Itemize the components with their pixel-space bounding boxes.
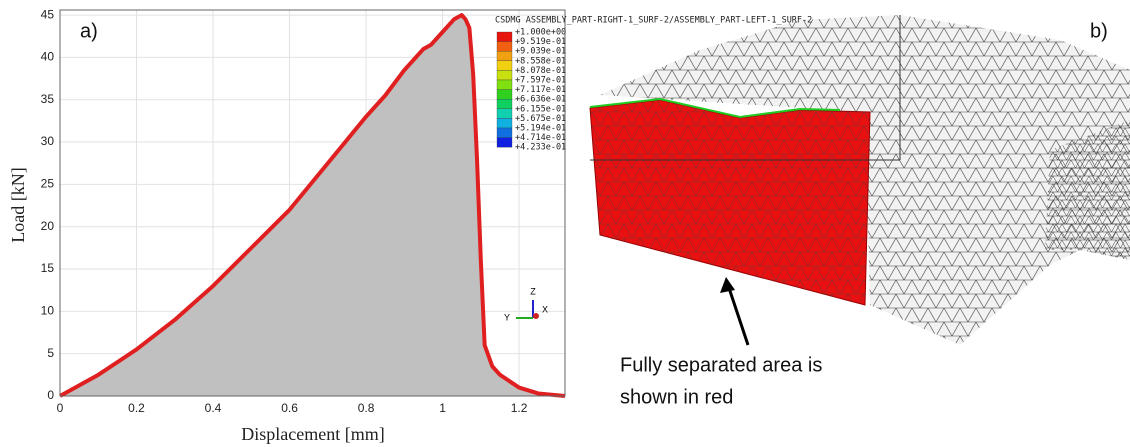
- x-tick-label: 0: [57, 401, 64, 415]
- legend-swatch: [497, 99, 512, 109]
- legend-label: +8.078e-01: [515, 66, 566, 76]
- legend-swatch: [497, 32, 512, 42]
- red-face-mesh: [590, 100, 870, 305]
- legend-swatch: [497, 51, 512, 61]
- arrow: [728, 285, 748, 345]
- triad-label: Z: [530, 286, 536, 296]
- legend-label: +6.155e-01: [515, 104, 566, 114]
- panel-label: b): [1090, 20, 1108, 42]
- legend-label: +5.675e-01: [515, 114, 566, 124]
- arrow-head: [720, 277, 735, 293]
- x-tick-label: 0.2: [128, 401, 145, 415]
- legend: +1.000e+00+9.519e-01+9.039e-01+8.558e-01…: [497, 28, 566, 153]
- y-tick-label: 5: [47, 346, 54, 360]
- x-tick-label: 1: [439, 401, 446, 415]
- y-tick-label: 0: [47, 388, 54, 402]
- triad-label: Y: [504, 312, 510, 322]
- annotation: shown in red: [620, 386, 733, 408]
- x-tick-label: 0.8: [358, 401, 375, 415]
- legend-swatch: [497, 138, 512, 148]
- legend-swatch: [497, 61, 512, 71]
- legend-swatch: [497, 80, 512, 90]
- legend-swatch: [497, 118, 512, 128]
- legend-label: +4.233e-01: [515, 143, 566, 153]
- y-tick-label: 10: [41, 304, 55, 318]
- y-tick-label: 45: [41, 7, 55, 21]
- legend-label: +6.636e-01: [515, 95, 566, 105]
- legend-swatch: [497, 109, 512, 119]
- y-tick-label: 40: [41, 50, 55, 64]
- x-tick-label: 0.4: [205, 401, 222, 415]
- legend-title: CSDMG ASSEMBLY_PART-RIGHT-1_SURF-2/ASSEM…: [495, 16, 812, 26]
- legend-swatch: [497, 42, 512, 52]
- plot-a: 0 5 10 15 20 25 30 35 40 45 0 0.2 0.4 0.6 0.8 1 1.2: [41, 7, 565, 415]
- y-tick-label: 25: [41, 177, 55, 191]
- legend-swatch: [497, 128, 512, 138]
- legend-label: +9.519e-01: [515, 37, 566, 47]
- panel-label: a): [80, 20, 98, 42]
- y-tick-label: 30: [41, 134, 55, 148]
- y-tick-label: 20: [41, 219, 55, 233]
- panel-b: b) CSDMG ASSEMBLY_PART-RIGHT-1_SURF-2/AS…: [495, 15, 1130, 408]
- legend-swatch: [497, 70, 512, 80]
- legend-label: +9.039e-01: [515, 47, 566, 57]
- x-tick-label: 1.2: [511, 401, 528, 415]
- triad-label: X: [542, 304, 548, 314]
- legend-label: +4.714e-01: [515, 133, 566, 143]
- legend-label: +8.558e-01: [515, 56, 566, 66]
- legend-label: +1.000e+00: [515, 28, 566, 38]
- x-axis-label: Displacement [mm]: [241, 424, 384, 444]
- x-tick-label: 0.6: [281, 401, 298, 415]
- legend-swatch: [497, 90, 512, 100]
- legend-label: +7.597e-01: [515, 76, 566, 86]
- y-tick-label: 15: [41, 261, 55, 275]
- figure: 0 5 10 15 20 25 30 35 40 45 0 0.2 0.4 0.6 0.8 1 1.2 a) D…: [0, 0, 1130, 447]
- y-axis-label: Load [kN]: [8, 167, 28, 242]
- legend-label: +5.194e-01: [515, 124, 566, 134]
- y-tick-label: 35: [41, 92, 55, 106]
- annotation: Fully separated area is: [620, 354, 822, 376]
- legend-label: +7.117e-01: [515, 85, 566, 95]
